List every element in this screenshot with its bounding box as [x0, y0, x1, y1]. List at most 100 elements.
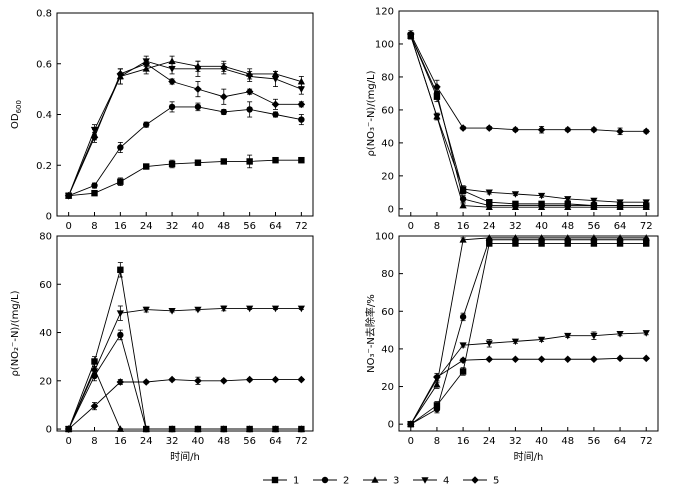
data-point	[90, 126, 99, 134]
data-point	[117, 178, 124, 185]
data-point	[219, 376, 228, 385]
data-point	[537, 203, 546, 210]
x-tick-label: 0	[408, 221, 414, 232]
data-point	[537, 192, 546, 200]
series-line	[410, 332, 647, 425]
data-point	[245, 87, 254, 96]
data-point	[459, 201, 467, 209]
data-point	[143, 163, 150, 170]
data-point	[486, 199, 493, 206]
data-point	[297, 375, 306, 384]
series-3	[65, 363, 305, 432]
series-line	[410, 35, 647, 208]
series-2	[407, 32, 650, 209]
x-tick-label: 56	[243, 436, 256, 447]
legend: 1 2 3 4 5	[263, 476, 499, 487]
data-point	[511, 125, 520, 134]
y-tick-label: 20	[39, 376, 52, 387]
series-5	[64, 375, 306, 433]
data-point	[642, 354, 651, 363]
data-point	[564, 332, 572, 340]
plot-frame	[398, 10, 659, 217]
data-point	[271, 425, 280, 432]
x-tick-label: 0	[65, 436, 71, 447]
series-1	[65, 262, 305, 433]
y-tick-label: 80	[381, 72, 394, 83]
series-line	[68, 367, 302, 430]
data-point	[433, 83, 441, 91]
data-point	[246, 305, 254, 313]
data-point	[616, 203, 624, 210]
series-line	[410, 357, 647, 425]
data-point	[485, 203, 493, 210]
y-axis-label: OD600	[10, 100, 23, 129]
series-3	[65, 55, 305, 199]
data-point	[459, 124, 467, 132]
data-point	[117, 266, 124, 273]
legend-entry-5: 5	[463, 476, 499, 487]
data-point	[459, 356, 467, 364]
plot-frame	[56, 235, 314, 432]
data-point	[168, 160, 176, 168]
data-point	[168, 308, 176, 315]
x-tick-label: 8	[91, 436, 97, 447]
data-point	[91, 358, 98, 365]
data-point	[537, 234, 546, 241]
x-tick-label: 16	[457, 221, 470, 232]
series-5	[64, 59, 306, 200]
data-point	[220, 158, 227, 165]
data-point	[117, 331, 124, 339]
data-point	[459, 368, 467, 375]
data-point	[459, 186, 467, 193]
x-tick-label: 56	[588, 221, 601, 232]
x-tick-label: 8	[91, 221, 97, 232]
y-tick-label: 0	[388, 204, 394, 215]
data-point	[90, 133, 99, 142]
x-tick-label: 40	[535, 436, 548, 447]
series-line	[68, 333, 302, 430]
x-tick-label: 48	[561, 221, 574, 232]
x-tick-label: 72	[640, 436, 653, 447]
x-tick-label: 56	[588, 436, 601, 447]
data-point	[297, 77, 305, 85]
legend-entry-2: 2	[313, 476, 349, 487]
data-point	[297, 100, 306, 109]
data-point	[194, 376, 202, 385]
data-point	[91, 182, 98, 189]
data-point	[643, 240, 650, 247]
data-point	[537, 336, 546, 344]
data-point	[459, 342, 467, 349]
data-point	[616, 127, 624, 136]
series-4	[65, 305, 305, 433]
data-point	[642, 203, 650, 210]
x-tick-label: 48	[217, 221, 230, 232]
data-point	[433, 373, 441, 381]
data-point	[590, 355, 598, 364]
x-tick-label: 0	[408, 436, 414, 447]
series-line	[68, 63, 302, 196]
data-point	[271, 76, 280, 83]
legend-marker	[371, 476, 379, 483]
data-point	[297, 305, 305, 313]
series-line	[68, 159, 302, 197]
data-point	[168, 103, 176, 111]
data-point	[616, 331, 624, 338]
data-point	[194, 85, 202, 93]
data-point	[433, 380, 441, 388]
data-point	[563, 125, 572, 134]
data-point	[168, 66, 176, 73]
legend-marker	[321, 476, 329, 484]
data-point	[194, 159, 202, 166]
data-point	[642, 199, 650, 207]
y-axis-label: ρ(NO₃⁻-N)/(mg/L)	[366, 70, 377, 156]
y-tick-label: 0.8	[36, 9, 52, 20]
data-point	[220, 66, 228, 73]
legend-label: 2	[343, 476, 349, 487]
series-4	[407, 32, 650, 207]
x-tick-label: 24	[483, 221, 496, 232]
series-1	[65, 154, 305, 199]
data-point	[117, 144, 124, 151]
x-tick-label: 64	[614, 221, 627, 232]
y-tick-label: 0.6	[36, 59, 52, 70]
